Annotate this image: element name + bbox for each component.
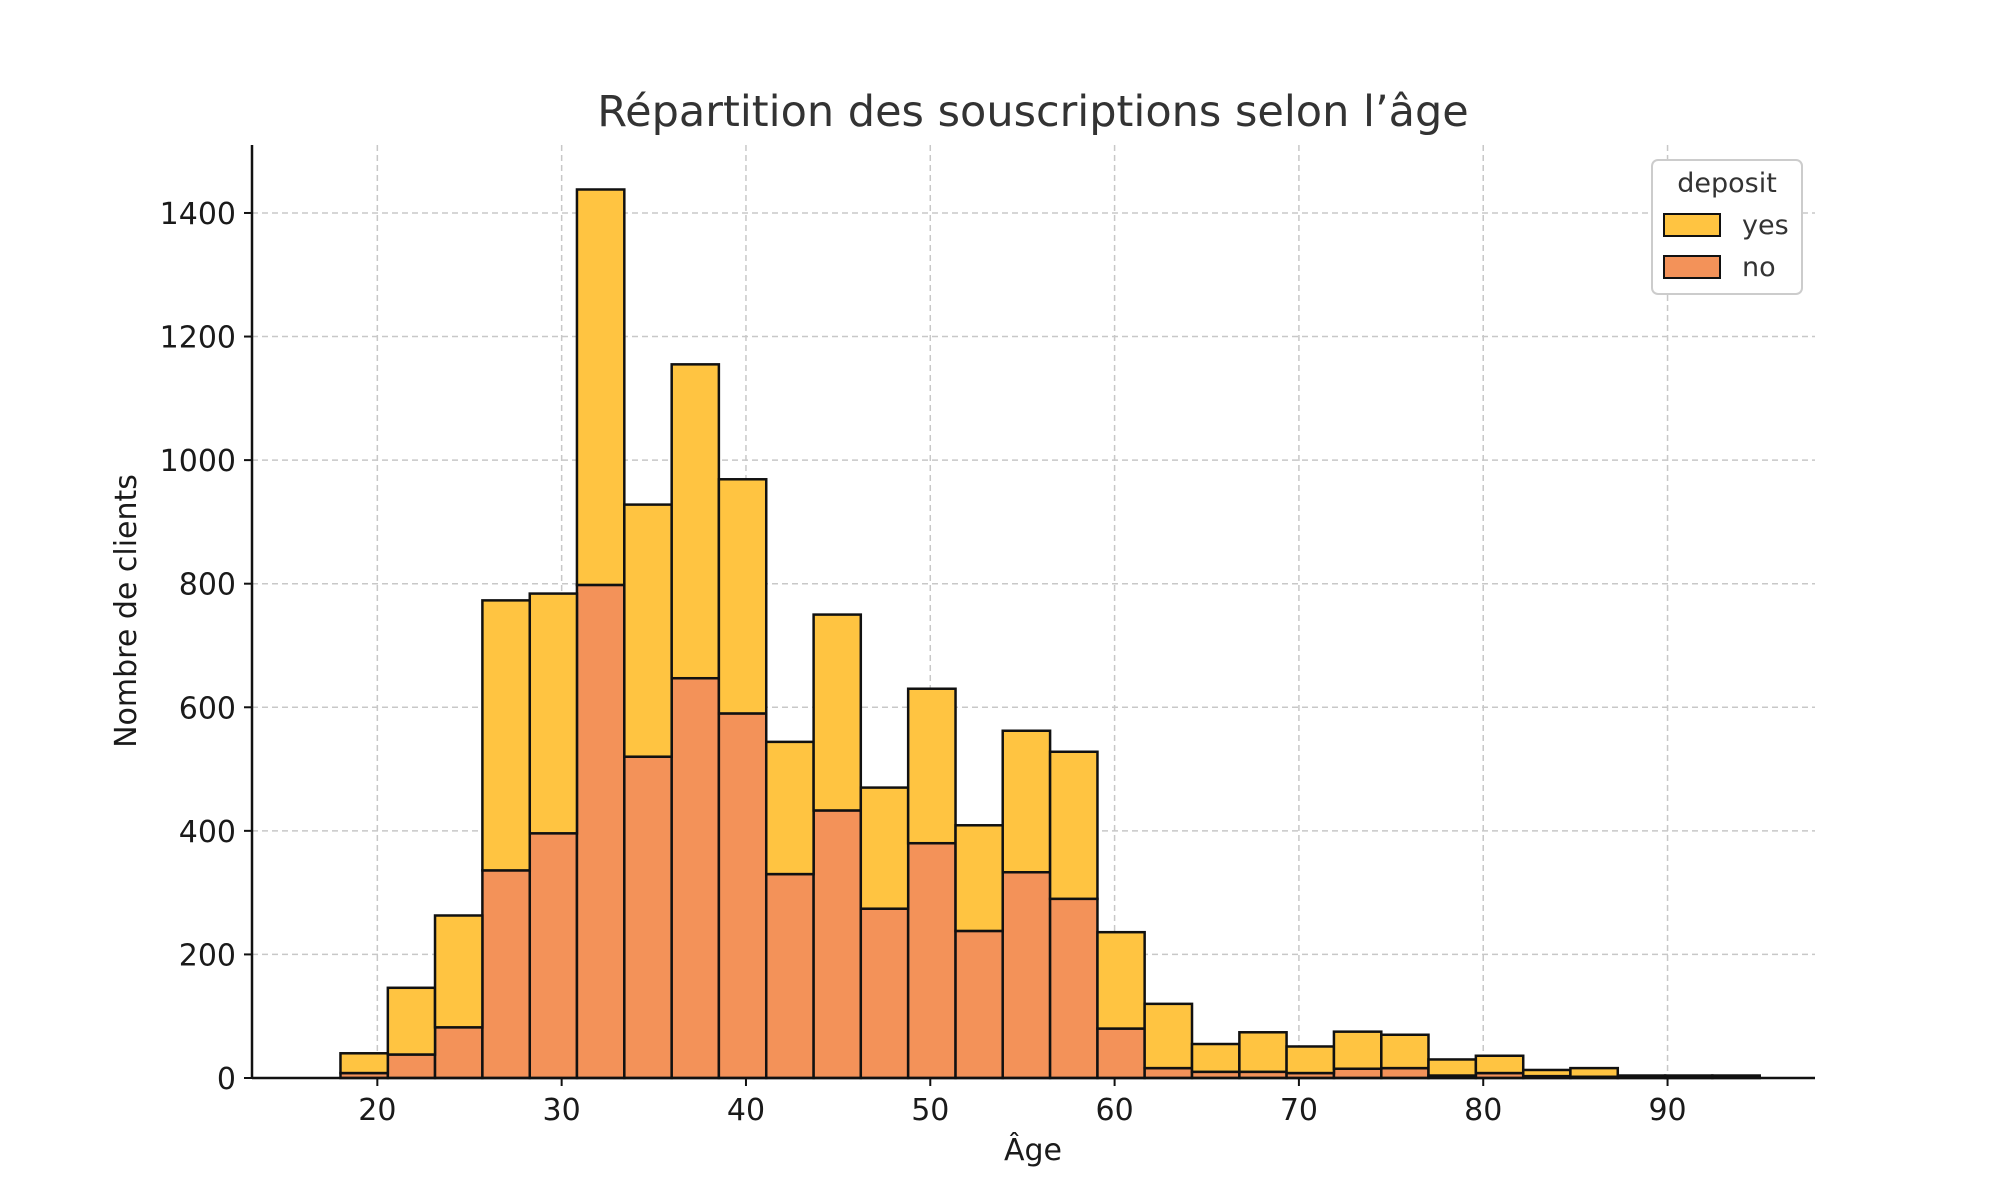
bar-no-5 <box>575 583 626 1080</box>
x-tick-label: 80 <box>1464 1093 1502 1128</box>
legend-label-no: no <box>1742 252 1776 283</box>
legend-swatch-yes <box>1663 213 1721 237</box>
bar-yes-20 <box>1285 1045 1336 1075</box>
legend-label-yes: yes <box>1742 210 1789 241</box>
x-tick-label: 50 <box>911 1093 949 1128</box>
bar-yes-16 <box>1096 930 1146 1030</box>
bar-no-12 <box>906 841 957 1080</box>
bar-yes-21 <box>1332 1030 1383 1070</box>
bar-yes-15 <box>1048 750 1099 901</box>
bar-yes-23 <box>1427 1058 1478 1077</box>
bar-yes-14 <box>1001 729 1052 874</box>
bar-yes-18 <box>1190 1042 1241 1074</box>
bar-yes-17 <box>1143 1002 1194 1070</box>
bar-yes-22 <box>1380 1033 1430 1070</box>
y-tick-label: 600 <box>179 691 236 726</box>
y-tick-label: 1000 <box>160 444 236 479</box>
bar-yes-5 <box>575 188 626 587</box>
y-tick-label: 1400 <box>160 197 236 232</box>
bar-no-3 <box>481 869 532 1080</box>
y-tick-label: 0 <box>217 1062 236 1097</box>
x-tick-label: 70 <box>1280 1093 1318 1128</box>
bar-no-21 <box>1332 1067 1383 1080</box>
legend-title: deposit <box>1677 168 1777 199</box>
x-tick-label: 30 <box>543 1093 581 1128</box>
x-tick-label: 60 <box>1096 1093 1134 1128</box>
bar-no-16 <box>1096 1027 1146 1080</box>
bar-no-17 <box>1143 1066 1194 1080</box>
x-axis-label: Âge <box>1004 1132 1062 1168</box>
bar-no-14 <box>1001 870 1052 1080</box>
bar-yes-1 <box>386 986 437 1056</box>
bar-yes-25 <box>1521 1068 1572 1078</box>
bar-no-1 <box>386 1053 437 1080</box>
bar-no-8 <box>717 712 768 1080</box>
bar-no-2 <box>433 1026 484 1080</box>
bar-no-10 <box>812 809 863 1080</box>
bar-yes-26 <box>1569 1066 1620 1079</box>
legend: deposit yes no <box>1651 159 1803 295</box>
bar-no-7 <box>670 676 721 1080</box>
bar-yes-13 <box>954 824 1004 933</box>
bar-no-4 <box>528 832 579 1080</box>
bar-yes-6 <box>623 503 673 758</box>
bar-no-22 <box>1380 1066 1430 1080</box>
x-tick-label: 90 <box>1648 1093 1686 1128</box>
y-tick-label: 400 <box>179 815 236 850</box>
bar-no-9 <box>764 872 815 1080</box>
axis-ticks: 20 30 40 50 60 70 80 90 0 200 400 600 800 1000 1200 140… <box>160 197 1687 1128</box>
bar-yes-19 <box>1238 1031 1288 1074</box>
bar-yes-10 <box>812 613 863 812</box>
y-tick-label: 200 <box>179 938 236 973</box>
chart-title: Répartition des souscriptions selon l’âg… <box>597 87 1469 137</box>
histogram-bars <box>339 188 1761 1080</box>
bar-no-15 <box>1048 897 1099 1080</box>
bar-yes-2 <box>433 914 484 1029</box>
bar-yes-8 <box>717 478 768 715</box>
bar-yes-3 <box>481 599 532 872</box>
bar-yes-0 <box>339 1052 390 1075</box>
legend-swatch-no <box>1663 255 1721 279</box>
bar-no-13 <box>954 929 1004 1080</box>
bar-yes-4 <box>528 592 579 835</box>
bar-no-11 <box>859 907 910 1080</box>
bar-yes-7 <box>670 363 721 680</box>
bar-yes-11 <box>859 786 910 910</box>
y-axis-label: Nombre de clients <box>109 474 144 748</box>
y-tick-label: 1200 <box>160 321 236 356</box>
bar-yes-12 <box>906 687 957 845</box>
bar-no-6 <box>623 755 673 1080</box>
y-tick-label: 800 <box>179 568 236 603</box>
bar-yes-24 <box>1474 1054 1525 1075</box>
axes <box>250 145 1815 1080</box>
x-tick-label: 20 <box>358 1093 396 1128</box>
x-tick-label: 40 <box>727 1093 765 1128</box>
bar-yes-9 <box>764 740 815 876</box>
